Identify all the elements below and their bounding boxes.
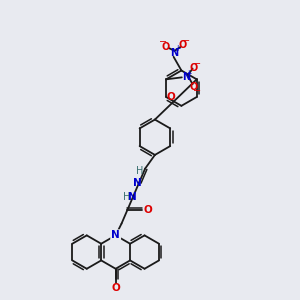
Text: −: −	[159, 37, 167, 47]
Text: O: O	[144, 205, 152, 215]
Text: O: O	[167, 92, 175, 103]
Text: O: O	[162, 42, 170, 52]
Text: N: N	[133, 178, 142, 188]
Text: −: −	[194, 58, 202, 69]
Text: −: −	[182, 36, 190, 46]
Text: N: N	[128, 192, 137, 202]
Text: O: O	[190, 82, 198, 92]
Text: +: +	[185, 69, 192, 78]
Text: N: N	[170, 48, 178, 58]
Text: H: H	[136, 166, 144, 176]
Text: −: −	[194, 86, 202, 96]
Text: +: +	[174, 44, 181, 53]
Text: O: O	[178, 40, 187, 50]
Text: O: O	[111, 284, 120, 293]
Text: N: N	[111, 230, 120, 240]
Text: O: O	[190, 63, 198, 73]
Text: N: N	[111, 230, 120, 240]
Text: N: N	[182, 72, 190, 82]
Text: N: N	[111, 230, 120, 240]
Text: H: H	[123, 192, 130, 202]
